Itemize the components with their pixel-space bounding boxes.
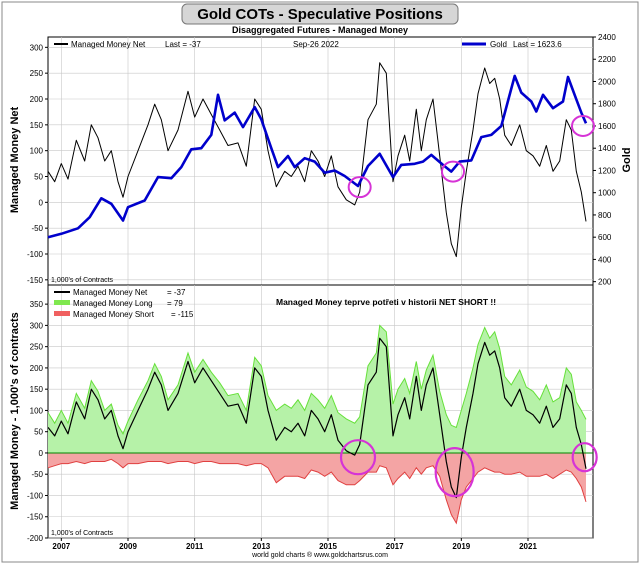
x-tick-label: 2007 [52,542,70,551]
chart-date: Sep-26 2022 [293,40,339,49]
series-gold-price-line [47,74,588,239]
top-left-tick-label: 150 [30,121,44,130]
highlight-circle [571,442,598,473]
x-tick-label: 2015 [319,542,337,551]
bottom-left-tick-label: -200 [27,534,44,543]
highlight-circle [571,114,595,137]
top-right-axis-label: Gold [621,147,633,172]
legend-mm-long-label: Managed Money Long [73,299,153,308]
top-right-tick-label: 1000 [598,189,616,198]
top-left-axis: -150 -100 -50 0 50 100 150 200 250 300 [27,43,48,285]
legend-mm-short-last: = -115 [171,310,194,319]
top-right-tick-label: 800 [598,211,612,220]
legend-mm-long-swatch [54,300,70,305]
top-right-tick-label: 1400 [598,144,616,153]
bottom-panel: -200 -150 -100 -50 0 50 100 150 200 250 300 350 200… [9,284,598,551]
bottom-left-tick-label: 0 [39,449,44,458]
bottom-left-tick-label: -150 [27,513,44,522]
chart-subtitle: Disaggregated Futures - Managed Money [232,25,408,35]
top-plot-area [47,36,594,286]
legend-net-label: Managed Money Net [71,40,146,49]
highlight-circle [347,176,372,199]
bottom-left-tick-label: 50 [34,428,43,437]
legend-gold-last: Last = 1623.6 [513,40,562,49]
bottom-x-axis: 2007 2009 2011 2013 2015 2017 2019 2021 [52,538,537,551]
top-right-tick-label: 2400 [598,33,616,42]
top-left-tick-label: 50 [34,173,43,182]
top-left-tick-label: 200 [30,95,44,104]
bottom-left-tick-label: 100 [30,406,44,415]
top-right-tick-label: 1200 [598,166,616,175]
top-left-tick-label: -100 [27,250,44,259]
legend-mm-long-last: = 79 [167,299,183,308]
x-tick-label: 2013 [252,542,270,551]
top-right-tick-label: 1600 [598,122,616,131]
x-tick-label: 2009 [119,542,137,551]
footer-source: world gold charts ® www.goldchartsrus.co… [251,551,388,559]
bottom-units-note: 1,000's of Contracts [51,530,114,537]
top-right-tick-label: 600 [598,233,612,242]
bottom-left-tick-label: -50 [31,470,43,479]
bottom-left-tick-label: 300 [30,321,44,330]
top-left-tick-label: 250 [30,69,44,78]
bottom-left-tick-label: 200 [30,364,44,373]
top-panel: -150 -100 -50 0 50 100 150 200 250 300 200 400 600 8… [9,33,633,287]
series-managed-money-long-area [48,325,586,453]
top-left-tick-label: 300 [30,43,44,52]
top-right-tick-label: 2200 [598,55,616,64]
series-managed-money-long-line [47,324,587,435]
legend-net-last: Last = -37 [165,40,201,49]
top-right-tick-label: 400 [598,255,612,264]
top-right-tick-label: 1800 [598,100,616,109]
top-right-axis: 200 400 600 800 1000 1200 1400 1600 1800 2000 2200… [593,33,616,287]
legend-mm-short-label: Managed Money Short [73,310,155,319]
bottom-left-tick-label: -100 [27,491,44,500]
legend-mm-short-swatch [54,311,70,316]
top-right-tick-label: 200 [598,278,612,287]
series-managed-money-net-bottom-line [47,337,587,499]
highlight-circle [441,160,465,183]
highlight-circle [339,439,377,476]
top-left-tick-label: 0 [39,198,44,207]
bottom-highlights [339,439,598,498]
bottom-left-tick-label: 150 [30,385,44,394]
top-right-tick-label: 2000 [598,77,616,86]
top-series [47,62,588,258]
top-units-note: 1,000's of Contracts [51,277,114,284]
chart-title: Gold COTs - Speculative Positions [197,6,443,23]
bottom-series [47,324,593,525]
series-managed-money-short-area [48,453,586,524]
top-left-tick-label: 100 [30,147,44,156]
bottom-left-tick-label: 350 [30,300,44,309]
x-tick-label: 2021 [519,542,537,551]
legend-mm-net-last: = -37 [167,288,186,297]
top-left-tick-label: -150 [27,276,44,285]
highlight-circle [434,446,475,498]
top-highlights [347,114,595,199]
top-left-axis-label: Managed Money Net [9,106,21,213]
legend-mm-net-label: Managed Money Net [73,288,148,297]
bottom-left-tick-label: 250 [30,343,44,352]
legend-gold-label: Gold [490,40,507,49]
x-tick-label: 2017 [386,542,404,551]
bottom-left-axis-label: Managed Money - 1,000's of contracts [9,312,21,510]
net-short-annotation: Managed Money teprve potřeti v historii … [276,297,496,307]
bottom-left-axis: -200 -150 -100 -50 0 50 100 150 200 250 300 350 [27,300,48,543]
x-tick-label: 2011 [186,542,204,551]
series-managed-money-short-line [47,458,587,525]
title-bar [181,3,459,25]
top-gridlines [48,37,593,285]
top-left-tick-label: -50 [31,224,43,233]
x-tick-label: 2019 [452,542,470,551]
